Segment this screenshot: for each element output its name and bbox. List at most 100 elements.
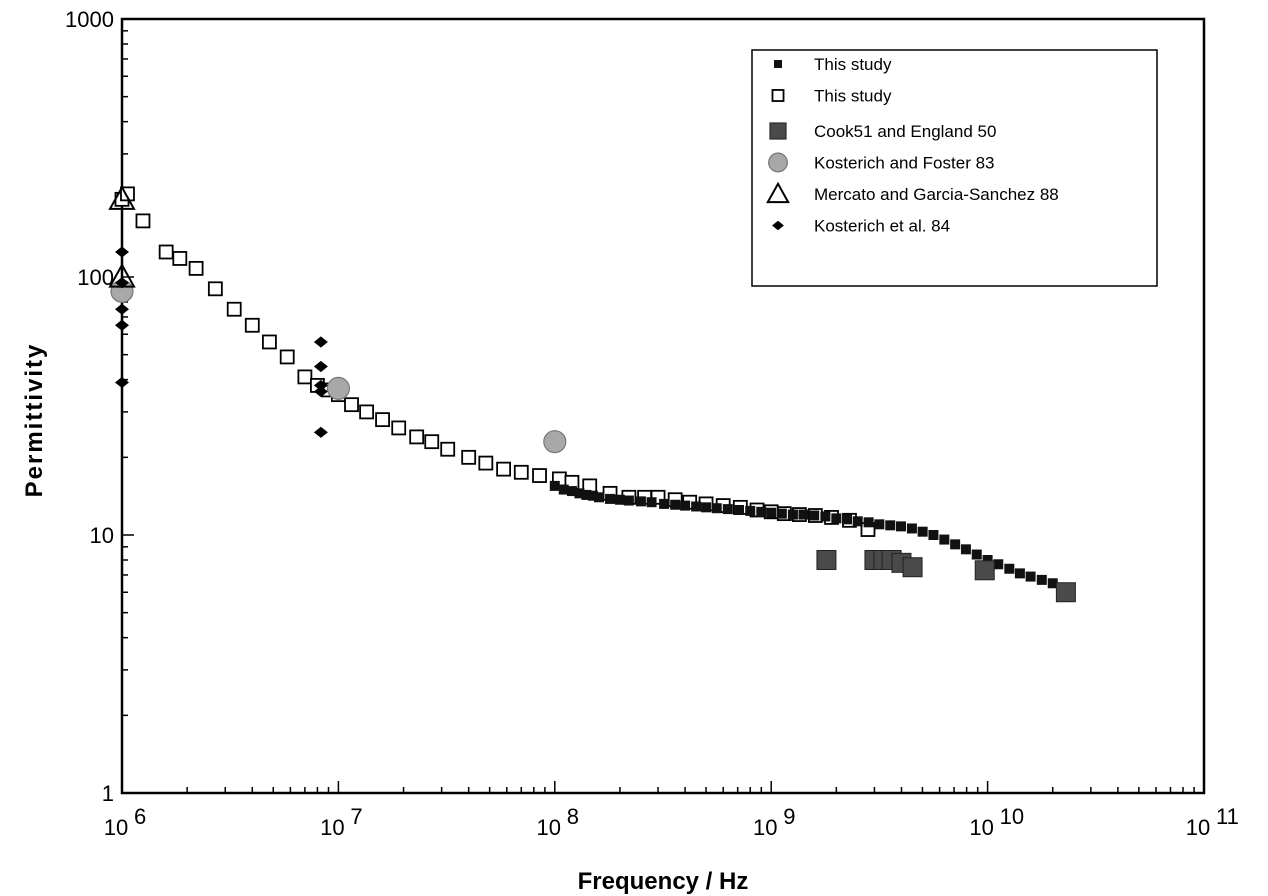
data-point	[680, 500, 691, 511]
data-point	[614, 494, 625, 505]
legend-label: This study	[814, 87, 892, 106]
data-point	[262, 334, 277, 350]
legend-item: Kosterich and Foster 83	[768, 152, 994, 173]
x-tick-label: 10	[753, 815, 777, 840]
legend: This study This study Cook51 and England 5…	[751, 49, 1158, 287]
data-point	[207, 281, 223, 297]
y-axis-title: Permittivity	[21, 343, 48, 498]
data-point	[226, 301, 242, 317]
data-point	[885, 520, 896, 531]
data-point	[971, 549, 982, 560]
data-point	[722, 504, 733, 515]
x-axis-title: Frequency / Hz	[578, 868, 749, 895]
data-point	[734, 504, 745, 515]
data-point	[874, 519, 885, 530]
series-open-triangle	[108, 185, 136, 288]
series-filled-diamond	[115, 246, 328, 438]
data-point	[768, 152, 788, 173]
series-small-filled-square	[549, 480, 1069, 594]
x-tick-exponent: 7	[350, 804, 362, 829]
data-point	[896, 521, 907, 532]
data-point	[409, 429, 425, 445]
data-point	[974, 560, 995, 581]
data-point	[960, 544, 971, 555]
data-point	[313, 426, 328, 438]
data-point	[391, 420, 407, 436]
x-tick-exponent: 11	[1216, 804, 1239, 829]
data-point	[1004, 563, 1015, 574]
data-point	[313, 360, 328, 373]
data-point	[532, 468, 547, 483]
data-point	[659, 498, 670, 509]
plot-frame	[120, 17, 1206, 795]
data-point	[326, 376, 350, 401]
data-point	[772, 220, 784, 231]
data-point	[831, 513, 842, 524]
data-point	[701, 502, 712, 513]
data-point	[574, 488, 585, 499]
legend-label: Cook51 and England 50	[814, 122, 996, 141]
data-point	[375, 412, 390, 428]
data-point	[863, 517, 874, 528]
data-point	[279, 349, 295, 365]
data-point	[440, 441, 456, 457]
legend-item: This study	[774, 55, 892, 74]
data-point	[108, 185, 136, 210]
x-tick-exponent: 10	[1000, 804, 1024, 829]
series-large-filled-square	[816, 550, 1076, 603]
data-point	[902, 557, 923, 578]
data-point	[1055, 582, 1076, 603]
data-point	[635, 496, 646, 507]
data-point	[115, 246, 129, 258]
data-point	[1036, 574, 1047, 585]
legend-label: This study	[814, 55, 892, 74]
data-point	[158, 244, 174, 260]
data-point	[593, 492, 604, 503]
legend-items: This study This study Cook51 and England 5…	[766, 55, 1059, 236]
data-point	[424, 434, 440, 450]
data-point	[461, 449, 477, 465]
data-point	[993, 559, 1004, 570]
data-point	[135, 213, 151, 229]
data-series	[108, 185, 1076, 603]
legend-label: Kosterich et al. 84	[814, 217, 950, 236]
data-point	[906, 523, 917, 534]
data-point	[1014, 568, 1025, 579]
y-tick-label: 100	[77, 265, 114, 290]
data-point	[115, 319, 129, 331]
legend-item: Cook51 and England 50	[769, 122, 996, 141]
data-point	[115, 303, 129, 315]
data-point	[115, 277, 129, 289]
y-tick-label: 1000	[65, 7, 114, 32]
data-point	[478, 455, 494, 471]
data-point	[950, 539, 961, 550]
data-point	[513, 464, 529, 480]
x-tick-label: 10	[320, 815, 344, 840]
data-point	[244, 317, 260, 333]
data-point	[543, 430, 567, 454]
data-point	[798, 509, 809, 520]
data-point	[566, 486, 577, 497]
x-tick-label: 10	[969, 815, 993, 840]
data-point	[756, 506, 767, 517]
data-point	[939, 534, 950, 545]
data-point	[816, 550, 837, 571]
data-point	[313, 385, 328, 398]
data-point	[670, 499, 681, 510]
data-point	[917, 526, 928, 537]
data-point	[623, 495, 634, 506]
data-point	[587, 490, 598, 501]
data-point	[769, 122, 787, 140]
x-tick-exponent: 8	[567, 804, 579, 829]
data-point	[1025, 571, 1036, 582]
series-gray-circle	[110, 279, 567, 454]
data-point	[496, 461, 512, 477]
data-point	[172, 251, 188, 266]
data-point	[745, 505, 756, 516]
data-point	[313, 379, 328, 392]
data-point	[841, 514, 852, 525]
data-point	[1047, 578, 1058, 589]
x-tick-label: 10	[537, 815, 561, 840]
data-point	[549, 480, 560, 491]
